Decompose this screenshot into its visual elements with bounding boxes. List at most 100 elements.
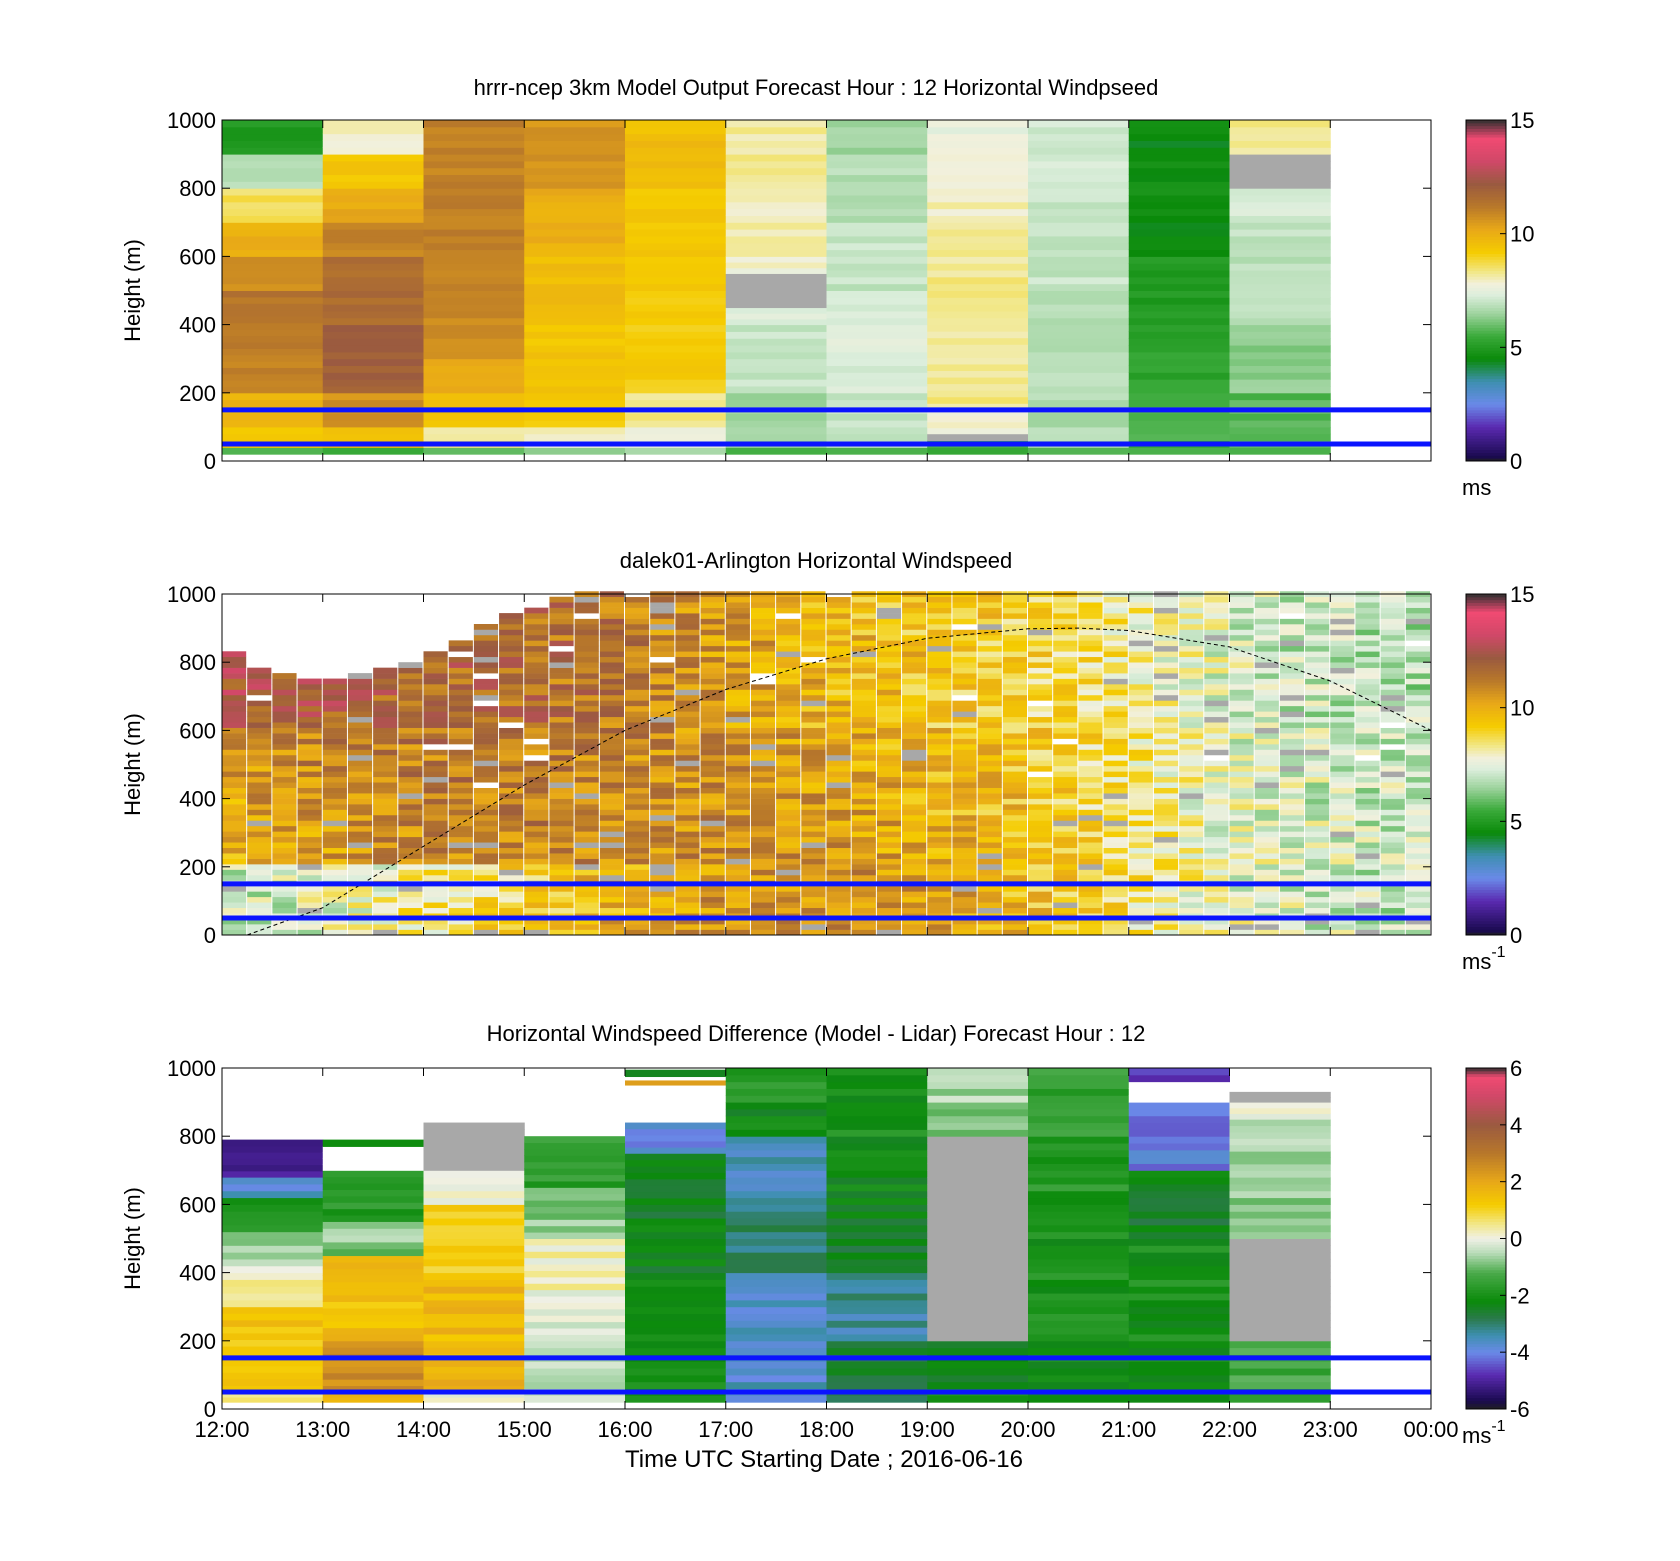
heatmap-cell — [322, 181, 424, 189]
heatmap-cell — [398, 902, 423, 909]
heatmap-cell — [750, 684, 776, 690]
heatmap-cell — [297, 722, 322, 728]
heatmap-cell — [574, 634, 599, 641]
colorbar-tick-label: -6 — [1510, 1397, 1530, 1422]
heatmap-cell — [1405, 820, 1430, 827]
colorbar-swatch — [1466, 1187, 1506, 1191]
heatmap-cell — [1279, 929, 1305, 936]
heatmap-cell — [625, 1361, 727, 1369]
heatmap-cell — [625, 126, 727, 135]
heatmap-cell — [1128, 154, 1230, 162]
heatmap-cell — [1153, 727, 1179, 734]
heatmap-cell — [524, 433, 626, 442]
heatmap-cell — [423, 188, 525, 196]
heatmap-cell — [977, 793, 1002, 799]
colorbar-swatch — [1466, 662, 1506, 666]
heatmap-cell — [851, 814, 876, 821]
heatmap-cell — [1305, 651, 1330, 658]
model-heatmap — [222, 120, 1331, 455]
heatmap-cell — [625, 1327, 727, 1335]
heatmap-cell — [322, 433, 424, 442]
heatmap-cell — [725, 447, 827, 455]
heatmap-cell — [1405, 673, 1430, 679]
heatmap-cell — [826, 629, 851, 636]
heatmap-cell — [448, 858, 473, 865]
heatmap-cell — [574, 804, 599, 810]
heatmap-cell — [927, 624, 952, 630]
heatmap-cell — [1330, 689, 1355, 696]
heatmap-cell — [423, 765, 448, 772]
heatmap-cell — [322, 263, 424, 271]
heatmap-cell — [1179, 694, 1204, 701]
heatmap-cell — [322, 689, 347, 696]
heatmap-cell — [423, 1170, 525, 1178]
colorbar-swatch — [1466, 1150, 1506, 1154]
heatmap-cell — [977, 624, 1002, 630]
heatmap-cell — [1028, 1320, 1130, 1328]
heatmap-cell — [625, 1204, 727, 1212]
colorbar-swatch — [1466, 696, 1506, 700]
heatmap-cell — [1053, 820, 1078, 827]
heatmap-cell — [423, 379, 525, 387]
heatmap-cell — [876, 656, 902, 663]
heatmap-cell — [1103, 705, 1128, 712]
heatmap-cell — [499, 831, 524, 838]
heatmap-cell — [1179, 640, 1204, 647]
heatmap-cell — [625, 283, 727, 291]
heatmap-cell — [1128, 1170, 1230, 1178]
heatmap-cell — [599, 918, 624, 925]
heatmap-cell — [1330, 733, 1355, 739]
colorbar-swatch — [1466, 687, 1506, 692]
heatmap-cell — [473, 836, 499, 843]
heatmap-cell — [1128, 1374, 1230, 1383]
heatmap-cell — [826, 1197, 928, 1205]
heatmap-cell — [1028, 842, 1053, 849]
heatmap-cell — [1078, 727, 1103, 734]
heatmap-cell — [876, 874, 902, 881]
heatmap-cell — [222, 1299, 324, 1308]
heatmap-cell — [700, 787, 725, 794]
heatmap-cell — [524, 263, 626, 271]
heatmap-cell — [826, 820, 851, 827]
colorbar-swatch — [1466, 1366, 1506, 1370]
heatmap-cell — [1405, 814, 1430, 821]
heatmap-cell — [1229, 602, 1254, 608]
heatmap-cell — [776, 596, 801, 603]
heatmap-cell — [247, 874, 272, 881]
heatmap-cell — [1279, 738, 1305, 745]
heatmap-cell — [725, 287, 827, 295]
heatmap-cell — [322, 776, 347, 783]
colorbar-swatch — [1466, 770, 1506, 774]
heatmap-cell — [650, 869, 675, 876]
heatmap-cell — [927, 924, 952, 930]
heatmap-cell — [1355, 874, 1380, 881]
heatmap-cell — [725, 820, 750, 827]
heatmap-cell — [499, 929, 524, 936]
heatmap-cell — [826, 733, 851, 739]
heatmap-cell — [826, 249, 928, 257]
colorbar-swatch — [1466, 191, 1506, 195]
colorbar-swatch — [1466, 347, 1506, 351]
heatmap-cell — [1078, 793, 1103, 799]
heatmap-cell — [1153, 847, 1179, 854]
heatmap-cell — [876, 798, 902, 805]
heatmap-cell — [574, 711, 599, 718]
colorbar-swatch — [1466, 227, 1506, 232]
heatmap-cell — [650, 711, 675, 718]
heatmap-cell — [1305, 820, 1330, 827]
colorbar-swatch — [1466, 344, 1506, 348]
heatmap-cell — [1128, 1177, 1230, 1185]
heatmap-cell — [1204, 689, 1229, 696]
heatmap-cell — [549, 804, 574, 810]
heatmap-cell — [1380, 847, 1405, 854]
heatmap-cell — [423, 885, 448, 892]
colorbar-swatch — [1466, 611, 1506, 615]
heatmap-cell — [1405, 929, 1430, 936]
heatmap-cell — [1002, 924, 1027, 930]
heatmap-cell — [574, 907, 599, 914]
heatmap-cell — [1305, 634, 1330, 641]
heatmap-cell — [297, 885, 322, 892]
heatmap-cell — [1053, 853, 1078, 859]
heatmap-cell — [1229, 613, 1254, 619]
heatmap-cell — [1002, 662, 1027, 668]
